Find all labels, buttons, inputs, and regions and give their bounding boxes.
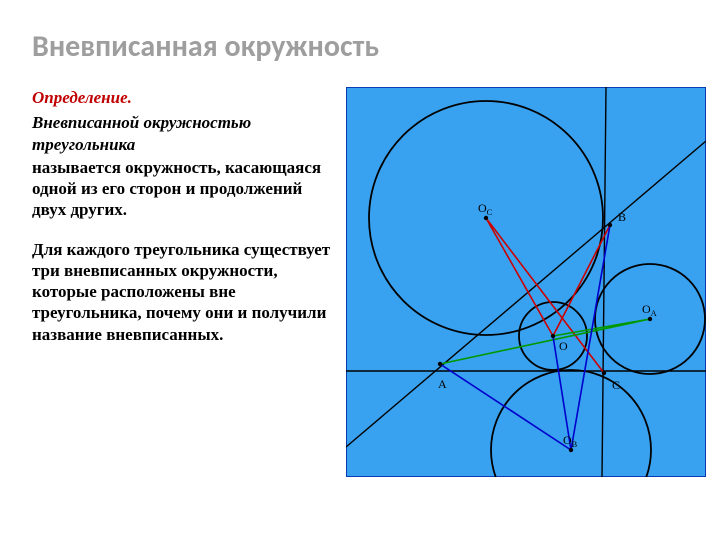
definition-term: Вневписанной окружностью треугольника bbox=[32, 112, 332, 155]
text-column: Определение. Вневписанной окружностью тр… bbox=[32, 87, 332, 477]
svg-text:B: B bbox=[618, 210, 626, 224]
slide-title: Вневписанная окружность bbox=[32, 28, 688, 65]
excircle-diagram: ABCOOCOAOB bbox=[346, 87, 706, 477]
slide: Вневписанная окружность Определение. Вне… bbox=[0, 0, 720, 540]
paragraph-2: Для каждого треугольника существует три … bbox=[32, 239, 332, 345]
svg-text:A: A bbox=[438, 377, 447, 391]
figure-container: ABCOOCOAOB bbox=[346, 87, 706, 477]
svg-text:C: C bbox=[612, 378, 620, 392]
content-row: Определение. Вневписанной окружностью тр… bbox=[32, 87, 688, 477]
svg-text:O: O bbox=[559, 339, 568, 353]
definition-body: называется окружность, касающаяся одной … bbox=[32, 157, 332, 221]
definition-label: Определение. bbox=[32, 87, 332, 108]
